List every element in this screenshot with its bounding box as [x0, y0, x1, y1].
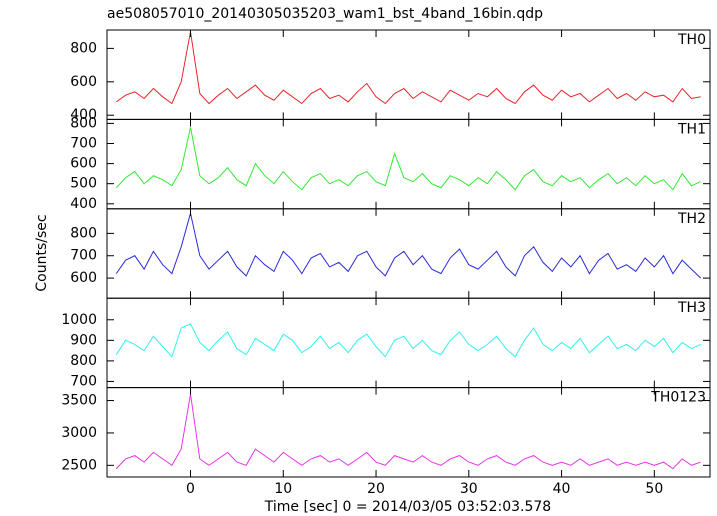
panel-label: TH1	[677, 121, 706, 137]
y-tick-label: 600	[70, 156, 97, 172]
y-tick-label: 800	[70, 353, 97, 369]
y-tick-label: 700	[70, 136, 97, 152]
y-tick-label: 700	[70, 373, 97, 389]
y-tick-label: 2500	[61, 457, 97, 473]
panel-label: TH3	[677, 300, 706, 316]
x-tick-label: 40	[553, 481, 571, 497]
x-tick-label: 10	[274, 481, 292, 497]
y-tick-label: 800	[70, 40, 97, 56]
y-tick-label: 3500	[61, 393, 97, 409]
y-tick-label: 600	[70, 270, 97, 286]
y-tick-label: 800	[70, 225, 97, 241]
panel-label: TH0123	[650, 390, 706, 406]
y-tick-label: 400	[70, 196, 97, 212]
light-curve	[116, 31, 701, 105]
light-curve	[115, 323, 701, 358]
chart-title: ae508057010_20140305035203_wam1_bst_4ban…	[107, 6, 543, 22]
y-tick-label: 600	[70, 74, 97, 90]
panel-frame	[106, 387, 711, 478]
panel-label: TH2	[677, 211, 706, 227]
y-tick-label: 400	[70, 107, 97, 123]
x-tick-label: 50	[645, 481, 663, 497]
panel-frame	[106, 208, 711, 299]
x-tick-label: 20	[367, 481, 385, 497]
x-tick-label: 30	[460, 481, 478, 497]
y-tick-label: 700	[70, 248, 97, 264]
y-tick-label: 800	[70, 115, 97, 131]
y-axis-label: Counts/sec	[34, 214, 50, 291]
light-curve	[115, 127, 701, 191]
light-curve	[115, 394, 701, 470]
panel-label: TH0	[677, 32, 706, 48]
x-axis-label: Time [sec] 0 = 2014/03/05 03:52:03.578	[264, 499, 551, 515]
y-tick-label: 3000	[61, 425, 97, 441]
y-tick-label: 1000	[61, 312, 97, 328]
light-curve	[115, 213, 702, 279]
x-tick-label: 0	[186, 481, 195, 497]
y-tick-label: 900	[70, 332, 97, 348]
y-tick-label: 500	[70, 176, 97, 192]
